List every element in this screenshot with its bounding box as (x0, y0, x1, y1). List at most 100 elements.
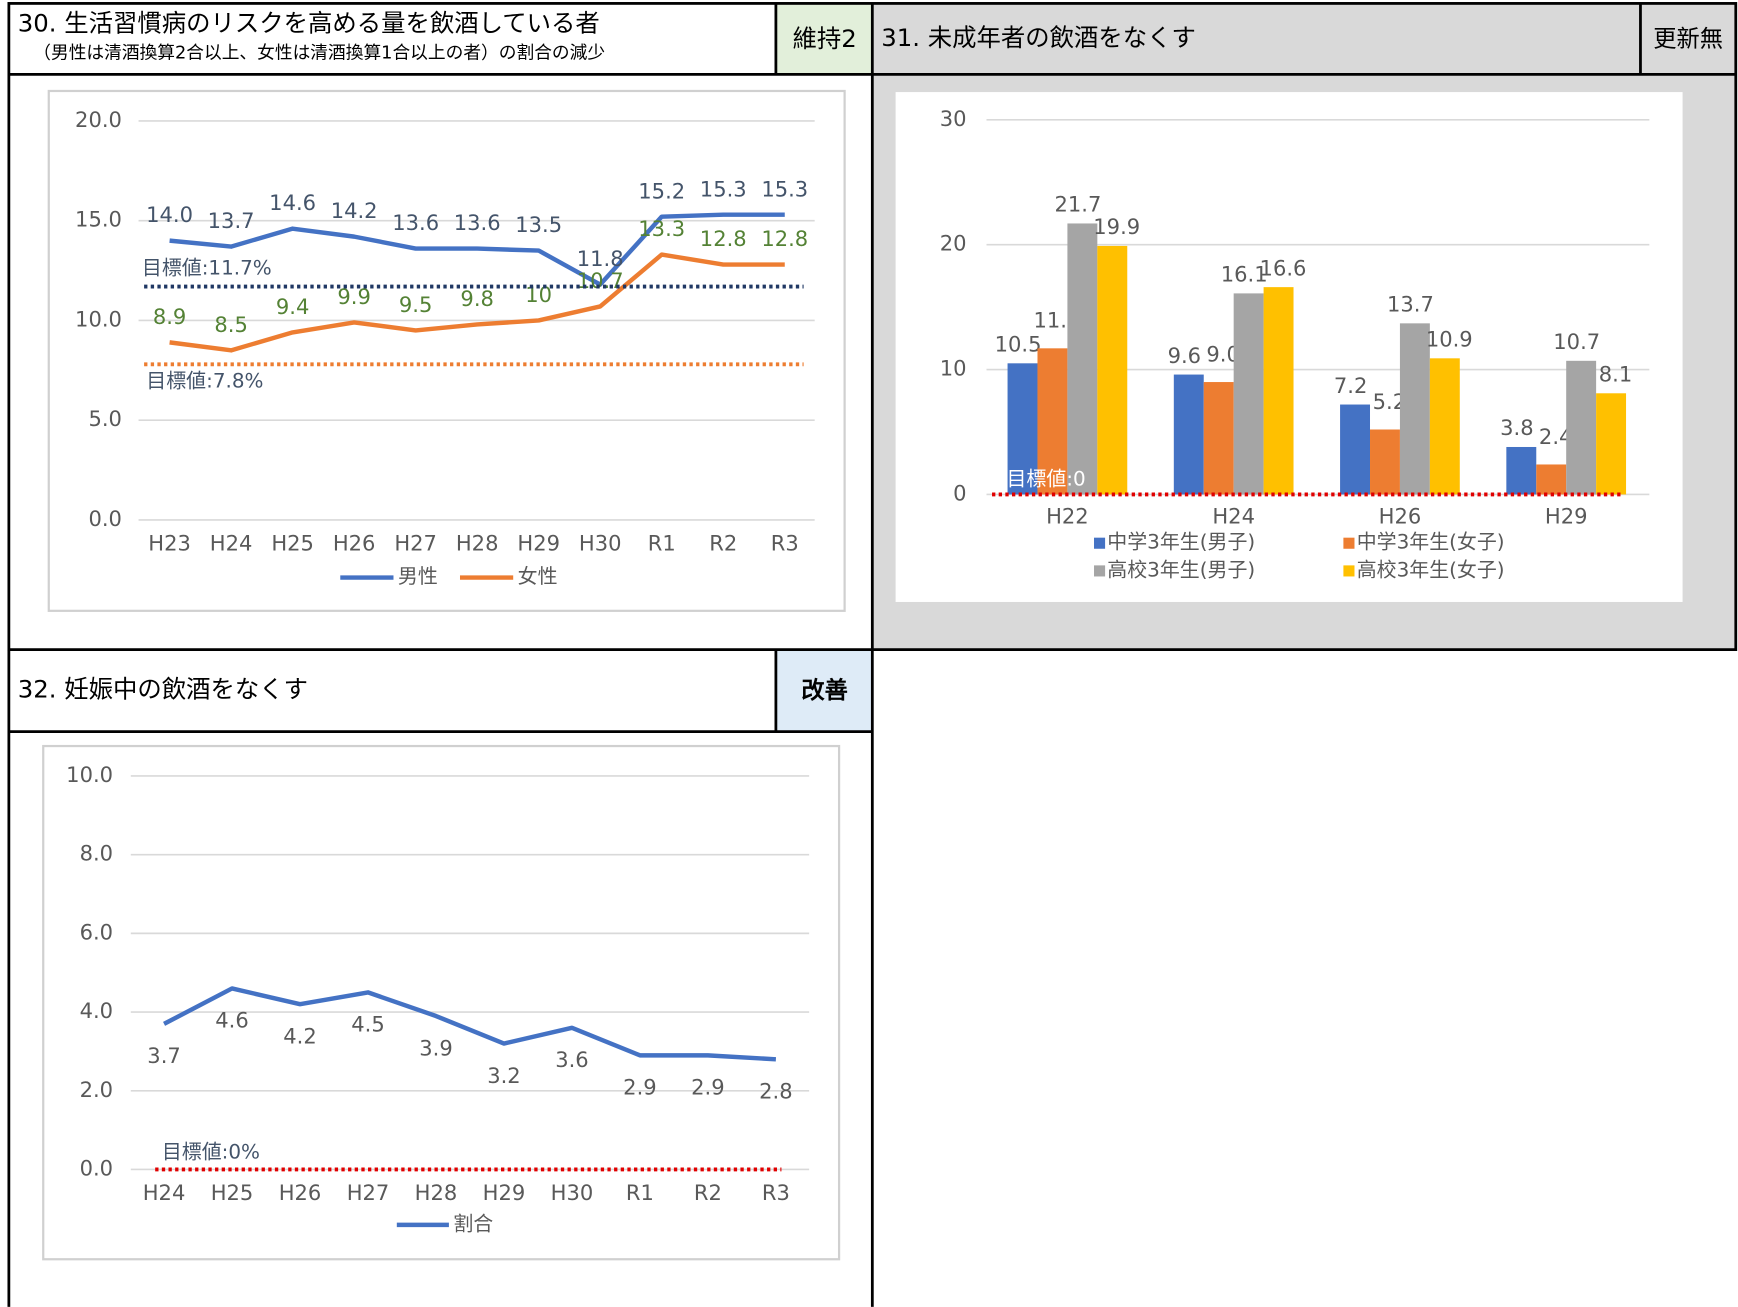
data-label: 15.3 (761, 176, 808, 201)
x-tick-label: H30 (551, 1180, 594, 1205)
bar (1566, 360, 1597, 495)
legend-label: 女性 (518, 564, 558, 588)
data-label: 15.2 (638, 178, 685, 203)
line (169, 212, 785, 287)
y-tick-label: 20 (940, 231, 967, 256)
x-tick-label: H29 (483, 1180, 526, 1205)
data-label: 14.6 (269, 190, 316, 215)
data-label: 13.7 (208, 208, 255, 233)
data-label: 19.9 (1093, 214, 1140, 239)
panel-title: 30. 生活習慣病のリスクを高める量を飲酒している者 (18, 8, 600, 37)
bar (1173, 374, 1204, 495)
y-tick-label: 10.0 (66, 762, 113, 787)
x-tick-label: R3 (762, 1180, 790, 1205)
chart-box (42, 744, 841, 1261)
legend-label: 中学3年生(男子) (1107, 530, 1255, 554)
x-tick-label: R3 (771, 530, 799, 555)
annotation: 目標値:7.8% (146, 369, 263, 393)
x-tick-label: H26 (1379, 504, 1422, 529)
data-label: 4.6 (215, 1008, 248, 1033)
bar (1007, 363, 1038, 495)
legend-label: 割合 (453, 1211, 493, 1235)
bar (1233, 293, 1264, 495)
x-tick-label: H28 (456, 530, 499, 555)
data-label: 12.8 (761, 226, 808, 251)
data-label: 11.8 (577, 246, 624, 271)
data-label: 2.9 (623, 1075, 656, 1100)
data-label: 13.6 (454, 210, 501, 235)
panel-subtitle: （男性は清酒換算2合以上、女性は清酒換算1合以上の者）の割合の減少 (33, 42, 605, 63)
x-tick-label: H29 (517, 530, 560, 555)
y-tick-label: 10 (940, 356, 967, 381)
data-label: 16.6 (1260, 255, 1307, 280)
data-label: 13.6 (392, 210, 439, 235)
data-label: 7.2 (1334, 373, 1367, 398)
x-tick-label: H28 (415, 1180, 458, 1205)
data-label: 3.8 (1500, 415, 1533, 440)
legend-swatch (1094, 537, 1106, 549)
legend-label: 高校3年生(女子) (1357, 557, 1505, 581)
status: 改善 (801, 677, 848, 704)
y-tick-label: 4.0 (80, 998, 113, 1023)
x-tick-label: H24 (210, 530, 253, 555)
y-tick-label: 15.0 (75, 207, 122, 232)
x-tick-label: R2 (709, 530, 737, 555)
x-tick-label: H30 (579, 530, 622, 555)
annotation: 目標値:0 (1006, 467, 1085, 491)
bar (1506, 446, 1537, 495)
bar (1037, 348, 1068, 495)
data-label: 8.5 (214, 312, 247, 337)
y-tick-label: 8.0 (80, 841, 113, 866)
x-tick-label: H26 (279, 1180, 322, 1205)
bar (1536, 464, 1567, 495)
legend-swatch (1094, 565, 1106, 577)
status-bg (775, 3, 873, 75)
status: 更新無 (1653, 25, 1723, 52)
data-label: 4.2 (283, 1023, 316, 1048)
bar (1097, 245, 1128, 495)
bar (1203, 382, 1234, 495)
bar (1340, 404, 1371, 495)
panel-title: 31. 未成年者の飲酒をなくす (881, 23, 1196, 52)
line (163, 986, 777, 1062)
data-label: 3.2 (487, 1063, 520, 1088)
borders (7, 2, 1738, 1307)
legend-label: 中学3年生(女子) (1357, 530, 1505, 554)
y-tick-label: 5.0 (88, 406, 121, 431)
data-label: 13.5 (515, 212, 562, 237)
x-tick-label: H24 (143, 1180, 186, 1205)
bar (1399, 323, 1430, 495)
data-label: 10.7 (1553, 329, 1600, 354)
data-label: 4.5 (351, 1012, 384, 1037)
x-tick-label: R1 (626, 1180, 654, 1205)
x-tick-label: R2 (694, 1180, 722, 1205)
x-tick-label: H24 (1212, 504, 1255, 529)
legend-swatch (1343, 565, 1355, 577)
y-tick-label: 0 (953, 480, 966, 505)
x-tick-label: H29 (1545, 504, 1588, 529)
data-label: 10.5 (995, 332, 1042, 357)
x-tick-label: H27 (394, 530, 437, 555)
panel-title: 32. 妊娠中の飲酒をなくす (18, 675, 308, 704)
data-label: 13.3 (638, 216, 685, 241)
data-label: 13.7 (1387, 292, 1434, 317)
y-tick-label: 0.0 (88, 506, 121, 531)
annotation: 目標値:0% (162, 1139, 260, 1163)
data-label: 8.1 (1599, 362, 1632, 387)
y-tick-label: 0.0 (80, 1155, 113, 1180)
x-tick-label: H26 (333, 530, 376, 555)
data-label: 3.6 (555, 1047, 588, 1072)
data-label: 14.0 (146, 202, 193, 227)
line (169, 252, 785, 353)
x-tick-label: H25 (271, 530, 314, 555)
legend-swatch (1343, 537, 1355, 549)
data-label: 9.4 (276, 294, 309, 319)
x-tick-label: R1 (648, 530, 676, 555)
x-tick-label: H23 (148, 530, 191, 555)
data-label: 21.7 (1054, 192, 1101, 217)
legend-label: 男性 (398, 564, 438, 588)
y-tick-label: 10.0 (75, 306, 122, 331)
annotation: 目標値:11.7% (142, 255, 272, 279)
data-label: 10.9 (1426, 327, 1473, 352)
